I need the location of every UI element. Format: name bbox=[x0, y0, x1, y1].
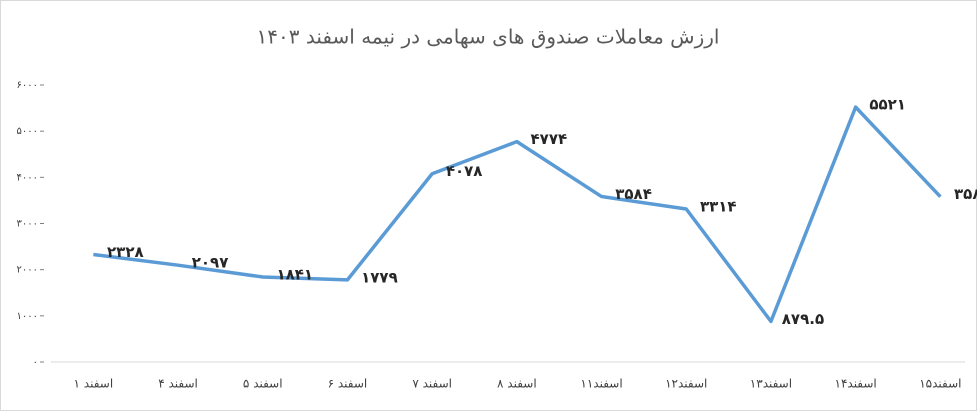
y-tick-label: ۶۰۰۰ bbox=[17, 80, 38, 91]
data-label: ۱۸۴۱ bbox=[276, 266, 313, 284]
x-tick-label: ۵ اسفند bbox=[243, 377, 283, 391]
data-label: ۸۷۹.۵ bbox=[782, 310, 824, 328]
x-tick-label: ۱ اسفند bbox=[74, 377, 114, 391]
y-tick-label: ۴۰۰۰ bbox=[17, 172, 38, 183]
x-tick-label: ۱۲اسفند bbox=[665, 377, 707, 391]
data-label: ۲۰۹۷ bbox=[192, 254, 229, 272]
data-label: ۵۵۲۱ bbox=[869, 96, 906, 114]
x-tick-label: ۴ اسفند bbox=[158, 377, 198, 391]
x-tick-label: ۶ اسفند bbox=[328, 377, 368, 391]
data-label: ۳۵۸۴ bbox=[615, 185, 652, 203]
data-label: ۳۵۸۰ bbox=[954, 185, 977, 203]
y-tick-label: ۲۰۰۰ bbox=[17, 265, 38, 276]
y-tick-label: ۳۰۰۰ bbox=[17, 219, 38, 230]
x-tick-label: ۱۱اسفند bbox=[580, 377, 622, 391]
data-label: ۱۷۷۹ bbox=[361, 268, 398, 286]
x-tick-label: ۱۵اسفند bbox=[919, 377, 961, 391]
y-tick-label: ۱۰۰۰ bbox=[17, 311, 38, 322]
data-label: ۲۳۲۸ bbox=[107, 243, 144, 261]
x-tick-label: ۱۳اسفند bbox=[750, 377, 792, 391]
chart-title: ارزش معاملات صندوق های سهامی در نیمه اسف… bbox=[257, 25, 720, 49]
data-label: ۴۷۷۴ bbox=[531, 130, 568, 148]
x-tick-label: ۷ اسفند bbox=[412, 377, 452, 391]
data-label: ۳۳۱۴ bbox=[700, 198, 737, 216]
y-tick-label: ۰ bbox=[33, 357, 38, 368]
y-tick-label: ۵۰۰۰ bbox=[17, 126, 38, 137]
line bbox=[93, 105, 942, 324]
x-tick-label: ۸ اسفند bbox=[497, 377, 537, 391]
x-tick-label: ۱۴اسفند bbox=[835, 377, 877, 391]
data-label: ۴۰۷۸ bbox=[446, 162, 483, 180]
